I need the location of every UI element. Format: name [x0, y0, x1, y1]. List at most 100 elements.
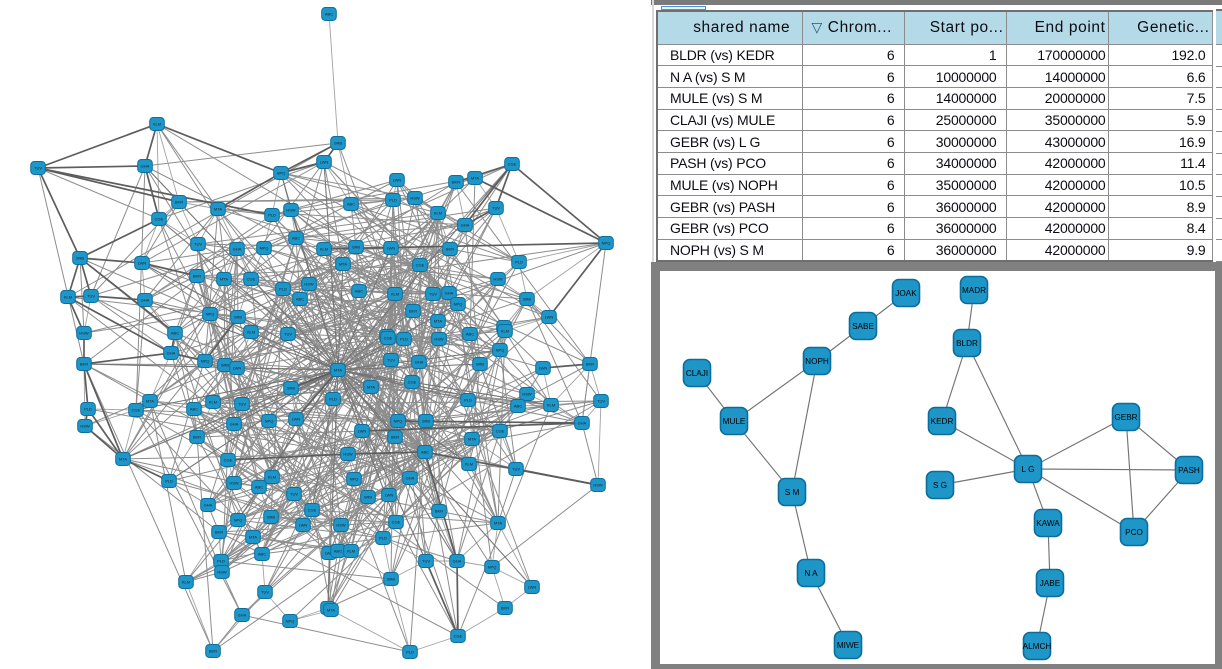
- svg-text:PCO: PCO: [1125, 528, 1143, 537]
- svg-text:TUV: TUV: [422, 559, 430, 564]
- svg-text:BKR: BKR: [391, 435, 399, 440]
- svg-text:KLM: KLM: [64, 295, 72, 300]
- svg-text:LWN: LWN: [545, 315, 554, 320]
- svg-text:CGE: CGE: [247, 277, 256, 282]
- svg-text:HSW: HSW: [434, 337, 444, 342]
- svg-text:KLM: KLM: [465, 462, 473, 467]
- svg-text:MTA: MTA: [220, 277, 228, 282]
- svg-text:SRB: SRB: [234, 315, 243, 320]
- svg-text:CGE: CGE: [308, 508, 317, 513]
- svg-text:SRB: SRB: [287, 386, 296, 391]
- svg-text:SABE: SABE: [852, 322, 874, 331]
- svg-text:S G: S G: [933, 481, 947, 490]
- svg-text:MTA: MTA: [471, 176, 479, 181]
- svg-text:ABC: ABC: [347, 202, 355, 207]
- svg-text:KAWA: KAWA: [1036, 519, 1060, 528]
- svg-text:KLM: KLM: [268, 475, 276, 480]
- svg-text:PLD: PLD: [464, 398, 472, 403]
- svg-text:TUV: TUV: [34, 166, 42, 171]
- svg-text:NPQ: NPQ: [260, 246, 269, 251]
- svg-text:PLD: PLD: [279, 287, 287, 292]
- svg-text:HSW: HSW: [286, 208, 296, 213]
- svg-text:MTA: MTA: [249, 535, 257, 540]
- svg-text:MTA: MTA: [119, 457, 127, 462]
- svg-text:ABC: ABC: [466, 332, 474, 337]
- svg-text:BKR: BKR: [80, 362, 88, 367]
- svg-text:BKR: BKR: [446, 247, 454, 252]
- svg-text:KLM: KLM: [347, 549, 355, 554]
- svg-text:NPQ: NPQ: [394, 419, 403, 424]
- svg-text:NPQ: NPQ: [488, 565, 497, 570]
- svg-text:BKR: BKR: [209, 649, 217, 654]
- svg-text:KEDR: KEDR: [931, 417, 954, 426]
- svg-text:GHA: GHA: [204, 503, 213, 508]
- svg-text:CGE: CGE: [224, 458, 233, 463]
- svg-text:NOPH: NOPH: [805, 357, 829, 366]
- svg-text:NPQ: NPQ: [602, 241, 611, 246]
- svg-text:MTA: MTA: [214, 207, 222, 212]
- svg-text:KLM: KLM: [547, 403, 555, 408]
- svg-text:S M: S M: [785, 488, 800, 497]
- svg-text:KLM: KLM: [434, 211, 442, 216]
- svg-text:MTA: MTA: [434, 319, 442, 324]
- svg-text:JOAK: JOAK: [895, 289, 917, 298]
- svg-text:PLD: PLD: [389, 198, 397, 203]
- svg-text:BKR: BKR: [586, 362, 594, 367]
- svg-text:TUV: TUV: [87, 294, 95, 299]
- svg-text:SRB: SRB: [364, 495, 373, 500]
- svg-text:PLD: PLD: [165, 479, 173, 484]
- svg-text:CGE: CGE: [392, 520, 401, 525]
- svg-text:MADR: MADR: [962, 286, 986, 295]
- svg-text:SRB: SRB: [76, 256, 85, 261]
- svg-text:GHA: GHA: [453, 559, 462, 564]
- svg-text:GHA: GHA: [578, 421, 587, 426]
- svg-text:PASH: PASH: [1178, 466, 1200, 475]
- svg-text:PLD: PLD: [400, 337, 408, 342]
- svg-text:TUV: TUV: [387, 358, 395, 363]
- svg-text:PLD: PLD: [329, 397, 337, 402]
- svg-text:PLD: PLD: [379, 536, 387, 541]
- svg-text:NPQ: NPQ: [286, 619, 295, 624]
- svg-text:TUV: TUV: [512, 467, 520, 472]
- svg-text:LWN: LWN: [320, 160, 329, 165]
- svg-text:HSW: HSW: [80, 424, 90, 429]
- svg-text:BKR: BKR: [175, 200, 183, 205]
- svg-text:SRB: SRB: [422, 419, 431, 424]
- svg-text:SRB: SRB: [476, 362, 485, 367]
- svg-text:TUV: TUV: [284, 332, 292, 337]
- svg-text:JABE: JABE: [1040, 579, 1061, 588]
- svg-text:GHA: GHA: [230, 422, 239, 427]
- svg-text:HSW: HSW: [410, 196, 420, 201]
- svg-text:CGE: CGE: [416, 263, 425, 268]
- svg-text:MTA: MTA: [468, 437, 476, 442]
- svg-text:HSW: HSW: [343, 452, 353, 457]
- svg-text:MULE: MULE: [723, 417, 746, 426]
- svg-text:LWN: LWN: [393, 178, 402, 183]
- svg-text:ALMCH: ALMCH: [1023, 642, 1052, 651]
- svg-text:GEBR: GEBR: [1114, 413, 1137, 422]
- svg-text:MTA: MTA: [334, 368, 342, 373]
- svg-text:KLM: KLM: [247, 330, 255, 335]
- svg-text:ABC: ABC: [421, 450, 429, 455]
- svg-text:ABC: ABC: [355, 289, 363, 294]
- svg-text:MTA: MTA: [327, 608, 335, 613]
- svg-text:L G: L G: [1022, 465, 1035, 474]
- svg-text:LWN: LWN: [385, 493, 394, 498]
- svg-text:NPQ: NPQ: [265, 419, 274, 424]
- svg-text:CGE: CGE: [384, 336, 393, 341]
- svg-text:PLD: PLD: [515, 260, 523, 265]
- svg-text:HSW: HSW: [336, 523, 346, 528]
- svg-text:LWN: LWN: [233, 366, 242, 371]
- svg-text:ABC: ABC: [255, 485, 263, 490]
- svg-text:GHA: GHA: [141, 298, 150, 303]
- svg-text:PLD: PLD: [406, 650, 414, 655]
- svg-text:ABC: ABC: [334, 549, 342, 554]
- svg-text:TUV: TUV: [261, 590, 269, 595]
- svg-text:GHA: GHA: [406, 476, 415, 481]
- svg-text:LWN: LWN: [528, 585, 537, 590]
- svg-text:SRB: SRB: [387, 577, 396, 582]
- svg-text:ABC: ABC: [171, 331, 179, 336]
- svg-text:KLM: KLM: [153, 122, 161, 127]
- svg-text:BLDR: BLDR: [956, 339, 978, 348]
- svg-text:CGE: CGE: [155, 217, 164, 222]
